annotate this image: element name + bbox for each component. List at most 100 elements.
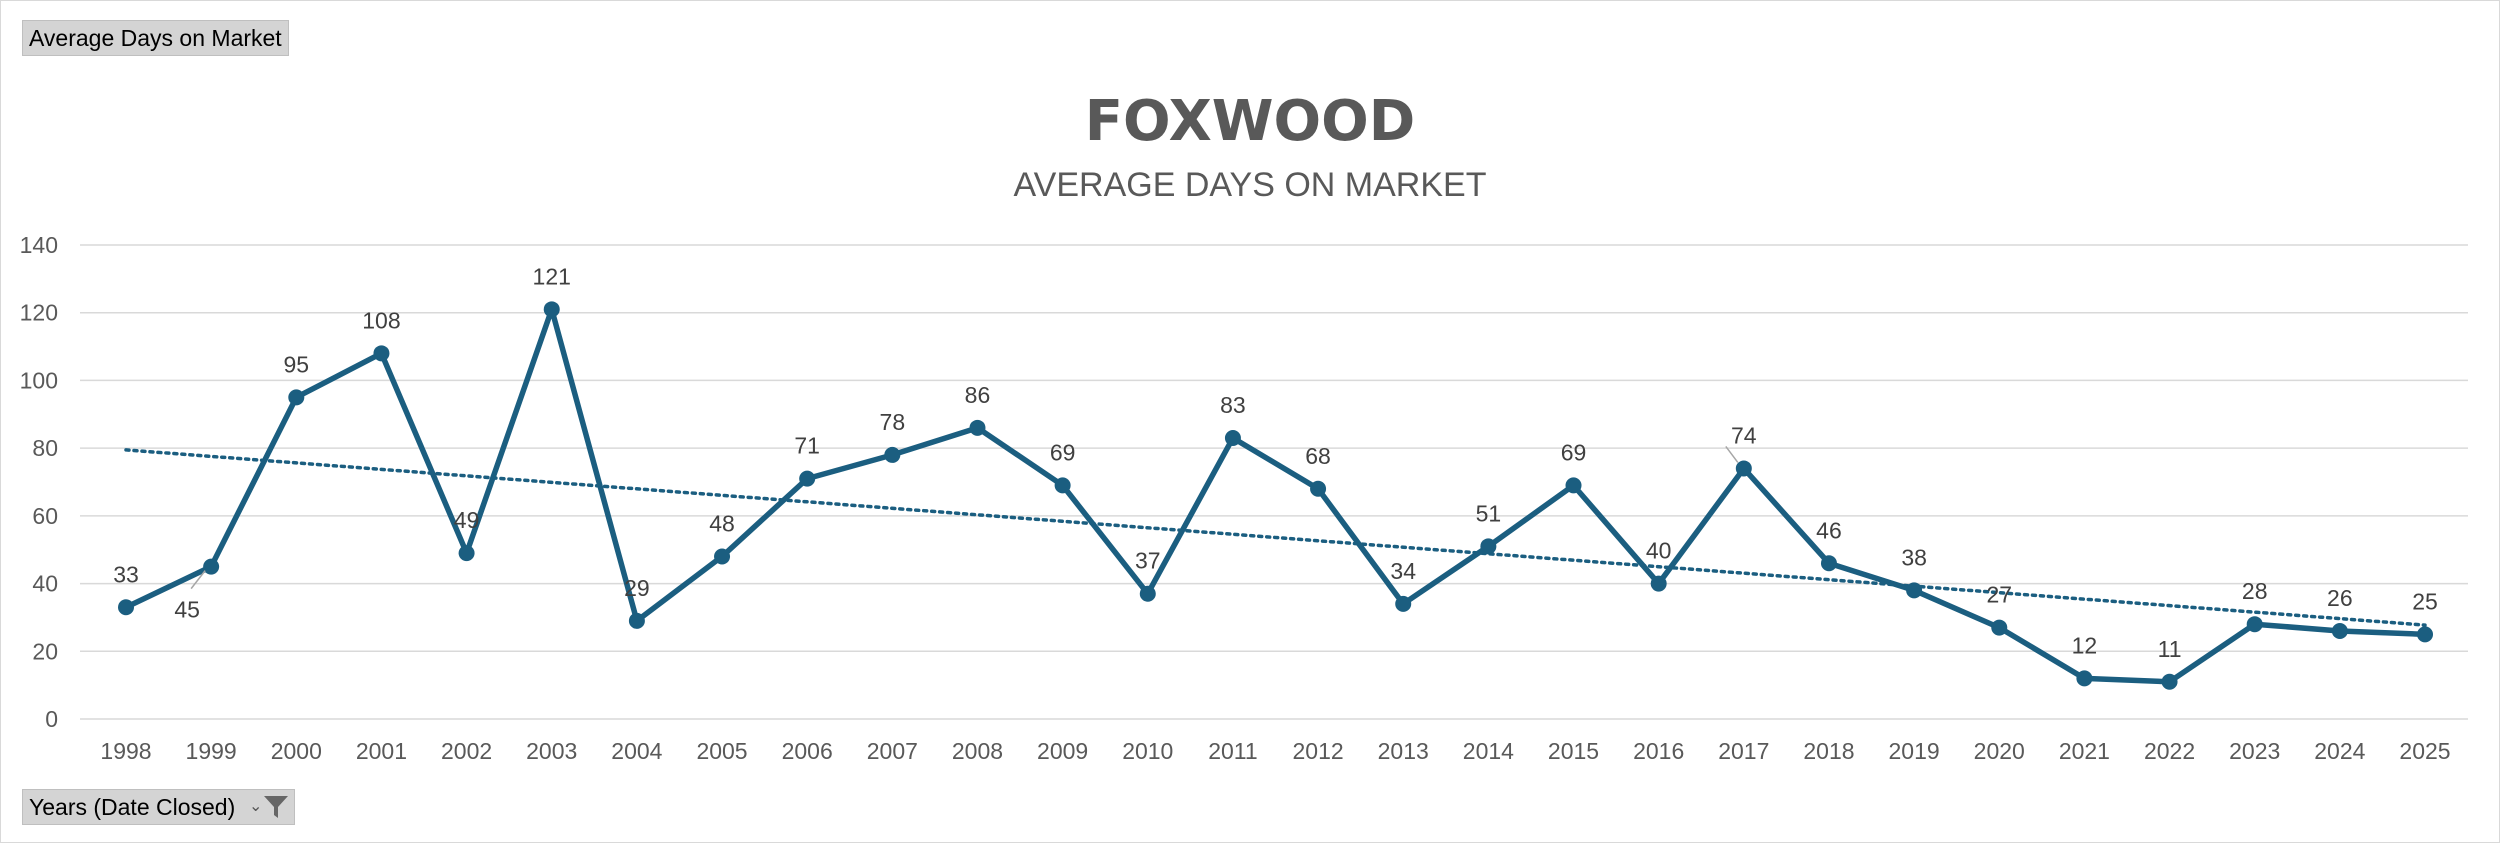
label-leader-line	[190, 570, 206, 590]
data-label: 38	[1901, 544, 1927, 570]
y-axis-ticks: 0 20 40 60 80 100 120 140	[20, 232, 58, 732]
data-label: 48	[709, 510, 735, 536]
x-tick-label: 2005	[696, 738, 747, 764]
x-tick-label: 2018	[1803, 738, 1854, 764]
x-tick-label: 2016	[1633, 738, 1684, 764]
data-point[interactable]	[2076, 670, 2093, 687]
x-tick-label: 2013	[1378, 738, 1429, 764]
data-point[interactable]	[1820, 555, 1837, 572]
data-label: 40	[1646, 538, 1672, 564]
x-tick-label: 2000	[271, 738, 322, 764]
x-tick-label: 2024	[2314, 738, 2365, 764]
data-label: 71	[794, 433, 820, 459]
x-tick-label: 2004	[611, 738, 662, 764]
data-point[interactable]	[1395, 595, 1412, 612]
x-tick-label: 2021	[2059, 738, 2110, 764]
data-label: 29	[624, 575, 650, 601]
x-tick-label: 2012	[1292, 738, 1343, 764]
data-series	[118, 301, 2433, 690]
x-tick-label: 2007	[867, 738, 918, 764]
data-point[interactable]	[2417, 626, 2433, 643]
x-tick-label: 2019	[1889, 738, 1940, 764]
data-point[interactable]	[1565, 477, 1582, 494]
data-label: 11	[2158, 636, 2182, 662]
data-label: 33	[113, 561, 139, 587]
y-tick-label: 100	[20, 367, 58, 393]
y-tick-label: 40	[32, 571, 58, 597]
y-tick-label: 120	[20, 300, 58, 326]
data-point[interactable]	[1480, 538, 1497, 555]
data-point[interactable]	[203, 558, 220, 575]
data-point[interactable]	[1735, 460, 1752, 477]
data-label: 34	[1390, 558, 1416, 584]
data-point[interactable]	[1650, 575, 1667, 592]
x-tick-label: 2015	[1548, 738, 1599, 764]
x-tick-label: 2023	[2229, 738, 2280, 764]
data-label: 25	[2412, 588, 2438, 614]
data-point[interactable]	[1906, 582, 1923, 599]
data-label: 95	[283, 351, 309, 377]
y-tick-label: 80	[32, 435, 58, 461]
data-label: 86	[965, 382, 991, 408]
x-tick-label: 1998	[100, 738, 151, 764]
x-tick-label: 2011	[1208, 738, 1257, 764]
data-point[interactable]	[1139, 585, 1156, 602]
data-label: 78	[880, 409, 906, 435]
y-tick-label: 140	[20, 232, 58, 258]
data-point[interactable]	[288, 389, 305, 406]
x-tick-label: 2025	[2399, 738, 2450, 764]
series-line	[124, 306, 2426, 685]
data-point[interactable]	[543, 301, 560, 318]
data-point[interactable]	[2246, 616, 2263, 633]
filter-funnel-icon[interactable]	[263, 794, 289, 820]
y-tick-label: 0	[45, 706, 58, 732]
x-tick-label: 2020	[1974, 738, 2025, 764]
data-point[interactable]	[714, 548, 731, 565]
dropdown-arrow-icon[interactable]: ⌄	[249, 798, 263, 815]
label-leader-line	[1725, 446, 1739, 463]
data-point[interactable]	[118, 599, 134, 616]
data-label: 26	[2327, 585, 2353, 611]
data-label: 37	[1135, 548, 1161, 574]
data-label: 27	[1986, 582, 2012, 608]
trendline	[124, 448, 2427, 627]
x-tick-label: 2010	[1122, 738, 1173, 764]
x-tick-label: 2001	[356, 738, 407, 764]
x-tick-label: 2022	[2144, 738, 2195, 764]
data-label: 68	[1305, 443, 1331, 469]
x-tick-label: 2014	[1463, 738, 1514, 764]
data-point[interactable]	[628, 612, 645, 629]
data-label: 45	[174, 597, 200, 623]
data-point[interactable]	[1310, 480, 1327, 497]
data-point[interactable]	[458, 545, 475, 562]
data-point[interactable]	[1054, 477, 1071, 494]
value-field-button[interactable]: Average Days on Market	[22, 20, 289, 56]
data-label: 69	[1050, 439, 1076, 465]
data-point[interactable]	[2331, 622, 2348, 639]
data-labels: 33 45 95 108 49 121 29 48 71 78 86 69 37 83 68 34 51 69 40…	[113, 263, 2438, 661]
data-point[interactable]	[2161, 673, 2178, 690]
data-label: 121	[533, 263, 571, 289]
x-tick-label: 2009	[1037, 738, 1088, 764]
chart-title: FOXWOOD	[1085, 89, 1416, 154]
data-label: 46	[1816, 517, 1842, 543]
axis-field-label: Years (Date Closed)	[29, 794, 236, 820]
gridlines	[80, 244, 2468, 720]
data-point[interactable]	[884, 446, 901, 463]
x-tick-label: 1999	[186, 738, 237, 764]
data-label: 49	[454, 507, 480, 533]
x-tick-label: 2003	[526, 738, 577, 764]
x-tick-label: 2002	[441, 738, 492, 764]
x-axis-ticks: 1998 1999 2000 2001 2002 2003 2004 2005 2006 2007…	[100, 738, 2450, 764]
data-label: 12	[2072, 632, 2098, 658]
data-point[interactable]	[1224, 429, 1241, 446]
data-point[interactable]	[799, 470, 816, 487]
chart-subtitle: AVERAGE DAYS ON MARKET	[1014, 166, 1487, 204]
data-point[interactable]	[1991, 619, 2008, 636]
data-point[interactable]	[969, 419, 986, 436]
axis-field-button[interactable]: Years (Date Closed) ⌄	[22, 789, 295, 825]
data-label: 28	[2242, 578, 2268, 604]
x-tick-label: 2008	[952, 738, 1003, 764]
data-point[interactable]	[373, 345, 390, 362]
